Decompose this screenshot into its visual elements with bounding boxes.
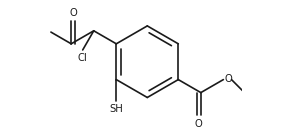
Text: O: O bbox=[225, 74, 233, 84]
Text: O: O bbox=[70, 8, 77, 18]
Text: Cl: Cl bbox=[77, 53, 87, 63]
Text: SH: SH bbox=[109, 104, 123, 114]
Text: O: O bbox=[194, 119, 202, 129]
